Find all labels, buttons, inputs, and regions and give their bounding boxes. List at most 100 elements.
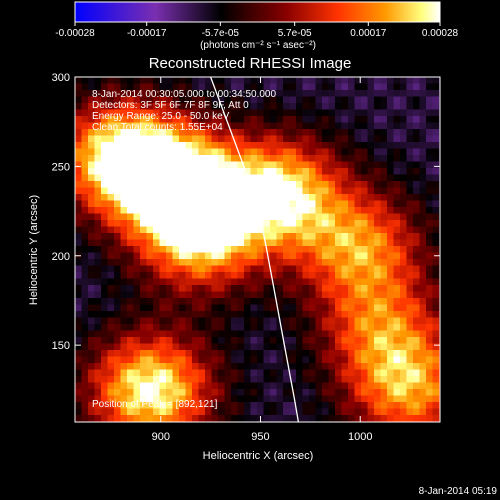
heatmap-cell bbox=[387, 187, 394, 195]
heatmap-cell bbox=[302, 298, 310, 305]
heatmap-cell bbox=[159, 116, 167, 123]
heatmap-cell bbox=[237, 226, 245, 234]
heatmap-cell bbox=[380, 337, 388, 344]
heatmap-cell bbox=[179, 187, 186, 195]
heatmap-cell bbox=[348, 168, 355, 175]
heatmap-cell bbox=[289, 408, 297, 416]
heatmap-cell bbox=[159, 395, 167, 403]
heatmap-cell bbox=[205, 356, 212, 364]
heatmap-cell bbox=[400, 252, 407, 260]
heatmap-cell bbox=[94, 382, 102, 390]
heatmap-cell bbox=[257, 174, 264, 182]
heatmap-cell bbox=[250, 83, 258, 91]
heatmap-cell bbox=[81, 77, 89, 84]
heatmap-cell bbox=[315, 109, 323, 117]
heatmap-cell bbox=[88, 259, 95, 266]
heatmap-cell bbox=[387, 200, 394, 208]
heatmap-cell bbox=[270, 252, 277, 260]
heatmap-cell bbox=[413, 83, 420, 91]
heatmap-cell bbox=[328, 382, 336, 390]
heatmap-cell bbox=[231, 103, 238, 110]
heatmap-cell bbox=[283, 109, 290, 117]
heatmap-cell bbox=[153, 421, 160, 422]
heatmap-cell bbox=[159, 239, 167, 247]
heatmap-cell bbox=[283, 96, 290, 104]
heatmap-cell bbox=[81, 285, 89, 292]
heatmap-cell bbox=[400, 77, 407, 84]
heatmap-cell bbox=[309, 83, 316, 91]
heatmap-cell bbox=[75, 220, 82, 227]
heatmap-cell bbox=[237, 174, 245, 182]
info-line-4: Clean Total counts: 1.55E+04 bbox=[92, 122, 223, 133]
heatmap-cell bbox=[140, 311, 147, 318]
heatmap-cell bbox=[309, 77, 316, 84]
heatmap-cell bbox=[328, 421, 336, 422]
heatmap-cell bbox=[263, 239, 271, 247]
heatmap-cell bbox=[354, 246, 362, 253]
heatmap-cell bbox=[328, 220, 336, 227]
heatmap-cell bbox=[348, 200, 355, 208]
heatmap-cell bbox=[88, 90, 95, 97]
heatmap-cell bbox=[400, 272, 407, 279]
heatmap-cell bbox=[244, 226, 251, 234]
heatmap-cell bbox=[237, 408, 245, 416]
heatmap-cell bbox=[114, 402, 121, 409]
heatmap-cell bbox=[205, 376, 212, 383]
heatmap-cell bbox=[302, 77, 310, 84]
heatmap-cell bbox=[270, 408, 277, 416]
heatmap-cell bbox=[237, 148, 245, 156]
heatmap-cell bbox=[283, 181, 290, 188]
heatmap-cell bbox=[120, 408, 128, 416]
heatmap-cell bbox=[140, 233, 147, 240]
heatmap-cell bbox=[166, 226, 173, 234]
heatmap-cell bbox=[159, 317, 167, 325]
colorbar-tick-label: 0.00017 bbox=[350, 28, 387, 39]
heatmap-cell bbox=[413, 226, 420, 234]
heatmap-cell bbox=[354, 194, 362, 201]
heatmap-cell bbox=[179, 311, 186, 318]
heatmap-cell bbox=[198, 259, 206, 266]
heatmap-cell bbox=[380, 83, 388, 91]
heatmap-cell bbox=[263, 285, 271, 292]
heatmap-cell bbox=[322, 337, 329, 344]
heatmap-cell bbox=[283, 376, 290, 383]
heatmap-cell bbox=[140, 291, 147, 299]
heatmap-cell bbox=[75, 161, 82, 169]
heatmap-cell bbox=[88, 181, 95, 188]
heatmap-cell bbox=[250, 350, 258, 357]
heatmap-cell bbox=[367, 415, 375, 422]
heatmap-cell bbox=[263, 161, 271, 169]
heatmap-cell bbox=[432, 116, 440, 123]
heatmap-cell bbox=[211, 408, 219, 416]
heatmap-cell bbox=[75, 155, 82, 162]
heatmap-cell bbox=[94, 402, 102, 409]
heatmap-cell bbox=[159, 161, 167, 169]
heatmap-cell bbox=[94, 220, 102, 227]
heatmap-cell bbox=[322, 421, 329, 422]
heatmap-cell bbox=[367, 207, 375, 214]
heatmap-cell bbox=[224, 96, 232, 104]
heatmap-cell bbox=[133, 109, 141, 117]
heatmap-cell bbox=[172, 363, 180, 370]
heatmap-cell bbox=[374, 174, 381, 182]
heatmap-cell bbox=[237, 135, 245, 143]
heatmap-cell bbox=[322, 363, 329, 370]
heatmap-cell bbox=[432, 148, 440, 156]
heatmap-cell bbox=[107, 194, 115, 201]
heatmap-cell bbox=[374, 382, 381, 390]
heatmap-cell bbox=[75, 389, 82, 396]
heatmap-cell bbox=[237, 389, 245, 396]
heatmap-cell bbox=[263, 376, 271, 383]
heatmap-cell bbox=[133, 161, 141, 169]
heatmap-cell bbox=[94, 90, 102, 97]
heatmap-cell bbox=[341, 135, 349, 143]
heatmap-cell bbox=[179, 291, 186, 299]
heatmap-cell bbox=[354, 304, 362, 312]
heatmap-cell bbox=[120, 187, 128, 195]
heatmap-cell bbox=[133, 246, 141, 253]
heatmap-cell bbox=[400, 415, 407, 422]
heatmap-cell bbox=[211, 369, 219, 377]
heatmap-cell bbox=[231, 350, 238, 357]
heatmap-cell bbox=[250, 272, 258, 279]
heatmap-cell bbox=[114, 265, 121, 273]
